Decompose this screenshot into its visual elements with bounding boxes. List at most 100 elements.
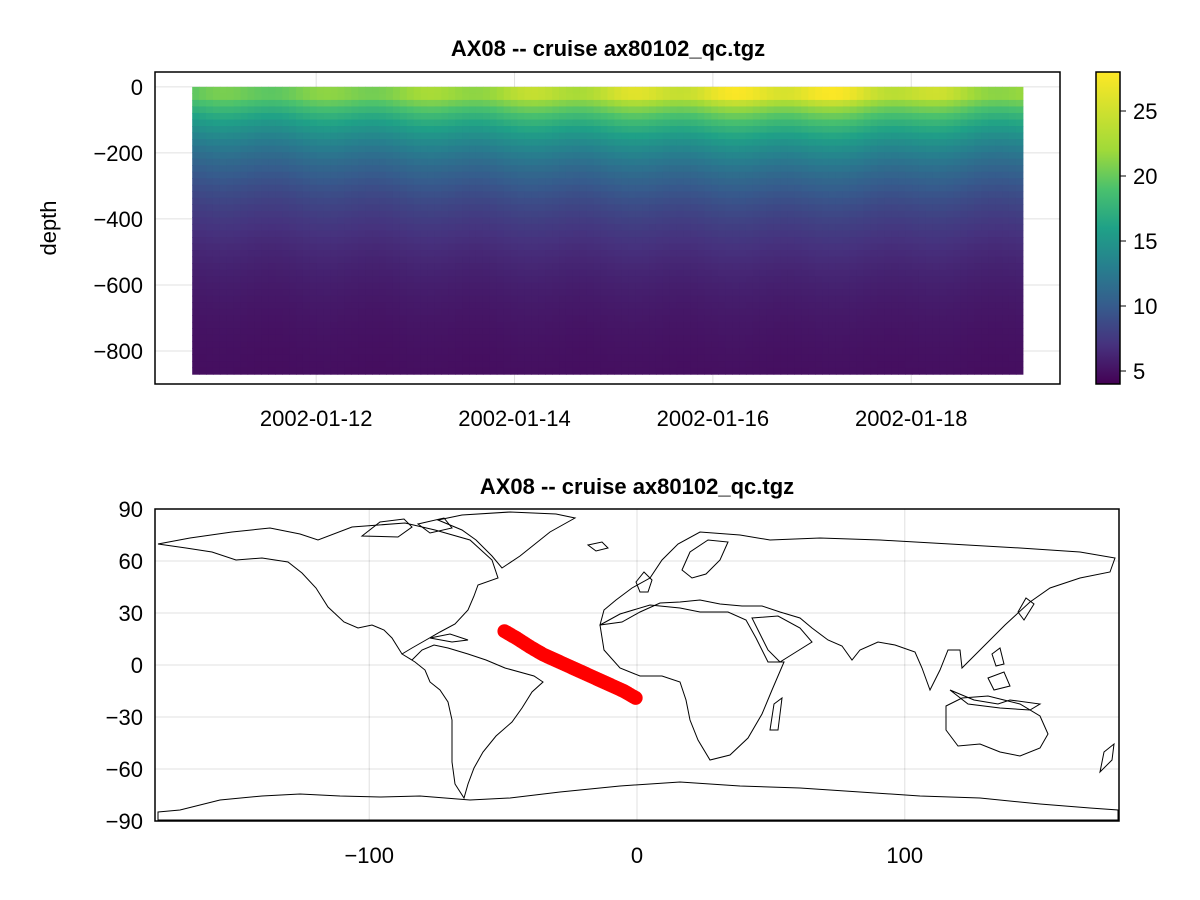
heatmap-cell [642,99,650,108]
heatmap-cell [780,204,789,212]
heatmap-cell [455,263,463,271]
heatmap-cell [690,210,699,219]
heatmap-cell [662,210,671,219]
heatmap-cell [669,210,678,219]
heatmap-cell [206,361,214,369]
heatmap-cell [233,184,242,192]
heatmap-cell [358,119,366,127]
heatmap-cell [289,106,297,114]
heatmap-cell [607,256,616,264]
heatmap-cell [226,328,235,336]
heatmap-cell [323,93,332,101]
heatmap-cell [517,178,526,186]
heatmap-cell [822,165,830,173]
heatmap-cell [212,361,221,369]
heatmap-cell [427,184,436,192]
heatmap-cell [351,250,359,258]
heatmap-cell [531,158,539,166]
heatmap-cell [905,263,913,271]
heatmap-cell [427,112,436,121]
heatmap-cell [635,250,643,258]
heatmap-cell [870,256,879,264]
heatmap-cell [296,139,304,147]
heatmap-cell [939,217,948,225]
heatmap-cell [427,321,436,329]
heatmap-cell [420,347,429,356]
heatmap-cell [808,321,816,329]
heatmap-cell [953,93,962,101]
heatmap-cell [974,139,982,147]
heatmap-cell [524,217,532,225]
heatmap-cell [870,99,879,108]
heatmap-cell [455,139,463,147]
heatmap-cell [600,132,609,140]
heatmap-cell [939,354,948,362]
heatmap-cell [725,93,733,101]
heatmap-cell [475,347,484,356]
heatmap-cell [711,93,719,101]
heatmap-cell [302,171,311,179]
heatmap-cell [953,237,962,245]
heatmap-cell [337,93,346,101]
heatmap-cell [441,347,449,356]
heatmap-cell [628,106,636,114]
heatmap-cell [427,217,436,225]
heatmap-cell [261,139,269,147]
heatmap-cell [323,184,332,192]
heatmap-cell [254,308,263,316]
heatmap-cell [614,93,622,101]
heatmap-cell [787,334,795,343]
heatmap-cell [586,184,595,192]
heatmap-cell [386,276,394,284]
heatmap-cell [219,334,228,343]
heatmap-cell [392,126,401,134]
heatmap-cell [912,210,920,219]
heatmap-cell [372,191,380,199]
heatmap-cell [406,126,415,134]
heatmap-cell [697,171,706,179]
heatmap-cell [462,223,470,232]
heatmap-cell [517,269,526,277]
heatmap-cell [932,119,941,127]
heatmap-cell [704,217,712,225]
heatmap-cell [856,139,865,147]
heatmap-cell [939,152,948,160]
heatmap-cell [392,99,401,108]
heatmap-cell [752,361,761,369]
heatmap-cell [967,191,975,199]
heatmap-cell [503,334,512,343]
heatmap-cell [946,126,955,134]
heatmap-cell [967,237,975,245]
heatmap-cell [316,145,325,153]
heatmap-cell [912,282,920,290]
heatmap-cell [510,237,519,245]
heatmap-cell [586,237,595,245]
heatmap-cell [351,210,359,219]
heatmap-cell [226,308,235,316]
heatmap-cell [711,197,719,205]
heatmap-cell [697,230,706,238]
heatmap-cell [842,243,851,251]
heatmap-cell [517,184,526,192]
heatmap-cell [192,263,200,271]
heatmap-cell [745,321,754,329]
heatmap-cell [565,126,574,134]
heatmap-cell [669,191,678,199]
heatmap-cell [434,112,442,121]
heatmap-cell [482,334,491,343]
heatmap-cell [649,204,657,212]
heatmap-cell [247,263,256,271]
heatmap-cell [600,158,609,166]
heatmap-cell [676,204,685,212]
heatmap-cell [759,250,768,258]
heatmap-cell [697,99,706,108]
heatmap-cell [427,243,436,251]
heatmap-cell [773,184,782,192]
heatmap-cell [794,237,802,245]
heatmap-cell [219,99,228,108]
heatmap-cell [815,132,823,140]
heatmap-cell [482,250,491,258]
heatmap-cell [275,93,283,101]
heatmap-cell [898,158,906,166]
heatmap-cell [649,145,657,153]
